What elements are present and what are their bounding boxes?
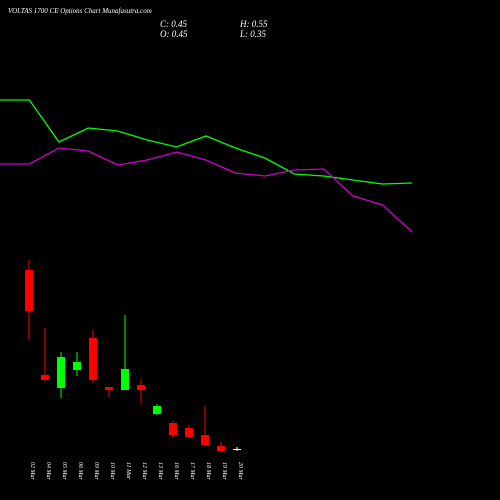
x-tick-label: 12 Mar [141,462,147,480]
x-tick-label: 19 Mar [221,462,227,480]
candle-body [217,446,225,451]
x-tick-label: 06 Mar [77,462,83,480]
x-tick-label: 18 Mar [205,462,211,480]
candle-body [185,428,193,437]
candle-body [57,357,65,388]
candle-body [137,385,145,390]
x-tick-label: 02 Mar [29,462,35,480]
candle-body [201,435,209,445]
candle-body [153,406,161,414]
quote-high: H: 0.55 [239,19,268,29]
x-tick-label: 11 Mar [125,462,131,480]
x-tick-label: 05 Mar [61,462,67,480]
x-tick-label: 16 Mar [173,462,179,480]
quote-close: C: 0.45 [160,19,188,29]
quote-low: L: 0.35 [239,29,267,39]
candle-body [105,387,113,390]
x-tick-label: 04 Mar [45,462,52,480]
chart-title: VOLTAS 1700 CE Options Chart Munafasutra… [8,7,152,15]
candle-body [89,338,97,380]
x-tick-label: 17 Mar [189,462,195,480]
line-series [0,99,413,185]
candle-body [41,375,49,380]
candle-body [73,362,81,370]
candle-body [169,423,177,435]
x-tick-label: 13 Mar [157,462,163,480]
x-tick-label: 20 Mar [237,462,243,480]
x-tick-label: 10 Mar [109,462,115,480]
x-tick-label: 09 Mar [93,462,99,480]
quote-open: O: 0.45 [160,29,188,39]
candle-body [233,449,241,450]
candle-body [121,369,129,390]
line-series [0,147,413,233]
candle-body [25,270,33,311]
